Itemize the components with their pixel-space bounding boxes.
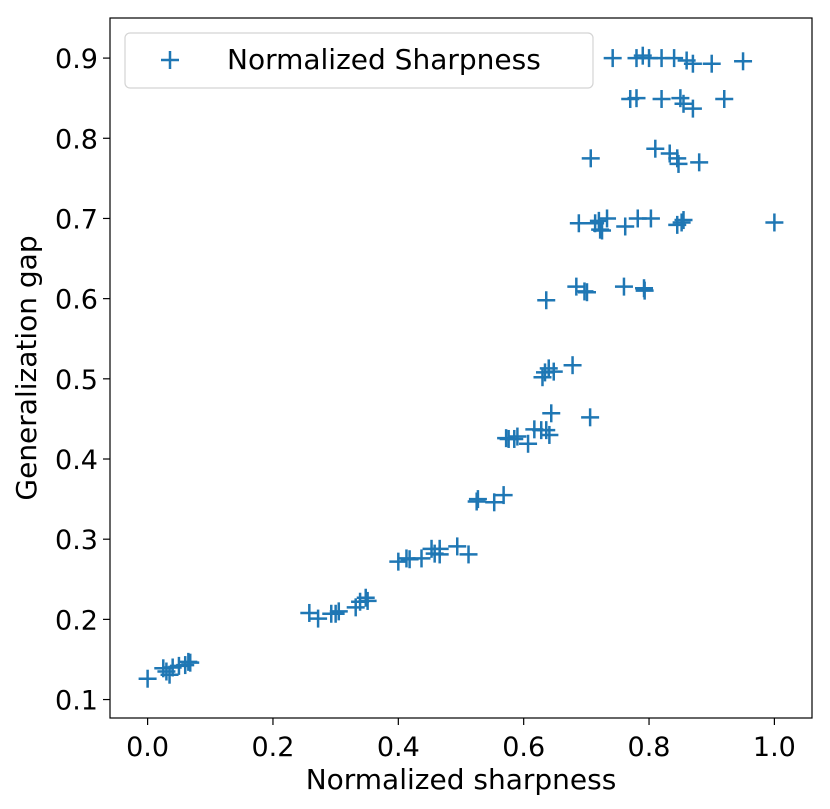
y-tick-label: 0.2 — [55, 605, 98, 636]
data-point — [674, 211, 693, 230]
data-point — [412, 549, 431, 568]
data-point — [614, 277, 633, 296]
data-point — [540, 425, 559, 444]
data-point — [690, 153, 709, 172]
x-tick-label: 0.6 — [502, 732, 545, 763]
data-point — [309, 609, 328, 628]
data-point — [616, 217, 635, 236]
data-point — [542, 404, 561, 423]
y-axis-label: Generalization gap — [10, 235, 43, 500]
data-point — [537, 291, 556, 310]
data-point — [669, 154, 688, 173]
x-axis-ticks: 0.0 0.2 0.4 0.6 0.8 1.0 — [126, 718, 796, 763]
legend-label: Normalized Sharpness — [227, 43, 541, 76]
y-tick-label: 0.7 — [55, 204, 98, 235]
y-tick-label: 0.9 — [55, 44, 98, 75]
y-axis-ticks: 0.1 0.2 0.3 0.4 0.5 0.6 0.7 0.8 0.9 — [55, 44, 110, 717]
x-tick-label: 0.8 — [628, 732, 671, 763]
x-tick-label: 0.2 — [251, 732, 294, 763]
data-point — [494, 486, 513, 505]
data-point — [683, 99, 702, 118]
data-point — [468, 490, 487, 509]
data-point — [581, 149, 600, 168]
data-point — [652, 89, 671, 108]
data-point — [734, 52, 753, 71]
data-point — [702, 54, 721, 73]
data-point — [641, 209, 660, 228]
data-point — [138, 669, 157, 688]
data-point — [715, 89, 734, 108]
data-point — [544, 362, 563, 381]
y-tick-label: 0.4 — [55, 445, 98, 476]
data-point — [683, 54, 702, 73]
y-tick-label: 0.6 — [55, 285, 98, 316]
legend-box — [124, 32, 594, 89]
data-point — [665, 49, 684, 68]
data-point — [603, 49, 622, 68]
data-point — [448, 537, 467, 556]
data-point — [577, 283, 596, 302]
data-point — [389, 552, 408, 571]
y-tick-label: 0.3 — [55, 525, 98, 556]
data-point — [563, 356, 582, 375]
data-point — [519, 434, 538, 453]
data-point — [358, 591, 377, 610]
legend-marker-plus-icon — [161, 51, 179, 69]
data-point — [537, 421, 556, 440]
data-point — [674, 94, 693, 113]
data-point — [181, 653, 200, 672]
data-point — [485, 493, 504, 512]
data-point — [508, 427, 527, 446]
data-point — [326, 604, 345, 623]
data-point — [598, 209, 617, 228]
data-points — [138, 46, 784, 688]
legend: Normalized Sharpness — [124, 32, 594, 89]
data-point — [459, 545, 478, 564]
data-point — [765, 213, 784, 232]
x-tick-label: 1.0 — [753, 732, 796, 763]
data-point — [356, 588, 375, 607]
x-tick-label: 0.4 — [377, 732, 420, 763]
data-point — [589, 211, 608, 230]
data-point — [672, 213, 691, 232]
data-point — [646, 139, 665, 158]
plot-frame — [109, 17, 813, 719]
x-axis-label: Normalized sharpness — [306, 763, 617, 796]
data-point — [627, 89, 646, 108]
data-point — [581, 408, 600, 427]
y-tick-label: 0.5 — [55, 365, 98, 396]
data-point — [467, 492, 486, 511]
data-point — [635, 281, 654, 300]
data-point — [329, 602, 348, 621]
data-point — [569, 214, 588, 233]
y-tick-label: 0.1 — [55, 686, 98, 717]
data-point — [505, 429, 524, 448]
data-point — [593, 221, 612, 240]
data-point — [430, 545, 449, 564]
x-tick-label: 0.0 — [126, 732, 169, 763]
y-tick-label: 0.8 — [55, 124, 98, 155]
